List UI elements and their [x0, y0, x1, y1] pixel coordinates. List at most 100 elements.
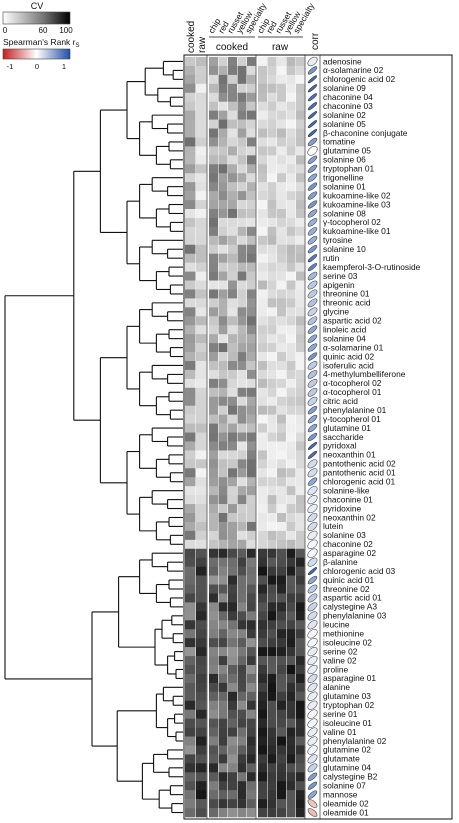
- heatmap-cell: [228, 191, 237, 201]
- heatmap-cell: [286, 709, 296, 719]
- heatmap-cell: [228, 432, 237, 442]
- heatmap-cell: [286, 57, 296, 67]
- heatmap-cell: [209, 629, 218, 639]
- heatmap-cell: [218, 155, 228, 165]
- heatmap-cell: [267, 539, 277, 550]
- heatmap-cell: [185, 235, 196, 246]
- heatmap-cell: [286, 441, 296, 451]
- heatmap-cell: [228, 235, 237, 246]
- heatmap-cell: [185, 387, 196, 398]
- heatmap-cell: [185, 673, 196, 684]
- heatmap-cell: [258, 316, 267, 326]
- heatmap-cell: [277, 495, 286, 505]
- heatmap-cell: [218, 262, 228, 272]
- heatmap-cell: [196, 137, 207, 147]
- heatmap-cell: [209, 602, 218, 612]
- heatmap-cell: [237, 316, 247, 326]
- heatmap-cell: [218, 325, 228, 335]
- heatmap-cell: [196, 74, 207, 85]
- heatmap-cell: [218, 736, 228, 746]
- heatmap-cell: [247, 781, 256, 791]
- corr-glyph: [307, 575, 318, 585]
- corr-glyph: [307, 280, 318, 290]
- heatmap-cell: [277, 799, 286, 809]
- heatmap-cell: [296, 369, 305, 380]
- heatmap-cell: [209, 101, 218, 111]
- heatmap-cell: [247, 262, 256, 272]
- heatmap-cell: [218, 477, 228, 487]
- heatmap-cell: [296, 101, 305, 111]
- heatmap-cell: [196, 387, 207, 398]
- heatmap-cell: [277, 334, 286, 344]
- heatmap-cell: [286, 271, 296, 281]
- heatmap-cell: [218, 378, 228, 389]
- heatmap-cell: [296, 682, 305, 693]
- heatmap-cell: [247, 665, 256, 675]
- row-label: phenylalanine 02: [323, 736, 387, 746]
- heatmap-cell: [209, 155, 218, 165]
- heatmap-cell: [258, 378, 267, 389]
- heatmap-cell: [185, 65, 196, 76]
- heatmap-cell: [237, 209, 247, 219]
- heatmap-cell: [185, 155, 196, 165]
- heatmap-cell: [286, 65, 296, 76]
- heatmap-cell: [267, 307, 277, 317]
- heatmap-cell: [209, 799, 218, 809]
- heatmap-cell: [237, 602, 247, 612]
- heatmap-cell: [267, 736, 277, 746]
- row-label: chlorogenic acid 01: [323, 477, 396, 487]
- heatmap-cell: [296, 182, 305, 192]
- heatmap-cell: [237, 235, 247, 246]
- heatmap-cell: [277, 137, 286, 147]
- heatmap-cell: [267, 396, 277, 406]
- heatmap-cell: [237, 200, 247, 210]
- heatmap-cell: [296, 486, 305, 496]
- heatmap-cell: [237, 718, 247, 728]
- heatmap-cell: [258, 790, 267, 800]
- heatmap-cell: [258, 200, 267, 210]
- corr-glyph: [307, 227, 318, 236]
- heatmap-cell: [258, 530, 267, 541]
- heatmap-cell: [247, 173, 256, 183]
- heatmap-cell: [296, 736, 305, 746]
- heatmap-cell: [296, 146, 305, 156]
- heatmap-cell: [258, 504, 267, 514]
- heatmap-cell: [277, 566, 286, 576]
- heatmap-cell: [237, 244, 247, 254]
- heatmap-cell: [296, 226, 305, 237]
- heatmap-cell: [228, 548, 237, 558]
- corr-glyph: [307, 93, 318, 102]
- heatmap-cell: [296, 584, 305, 594]
- heatmap-cell: [209, 173, 218, 183]
- heatmap-cells: [185, 57, 305, 818]
- heatmap-cell: [185, 521, 196, 532]
- heatmap-cell: [296, 557, 305, 567]
- heatmap-cell: [209, 414, 218, 424]
- heatmap-cell: [296, 593, 305, 603]
- heatmap-cell: [218, 682, 228, 693]
- corr-glyph: [307, 200, 318, 209]
- heatmap-cell: [277, 432, 286, 442]
- heatmap-cell: [267, 700, 277, 710]
- heatmap-cell: [196, 799, 207, 809]
- heatmap-cell: [277, 209, 286, 219]
- heatmap-cell: [258, 432, 267, 442]
- heatmap-cell: [247, 700, 256, 710]
- heatmap-cell: [228, 808, 237, 818]
- heatmap-cell: [247, 521, 256, 532]
- corr-glyph: [307, 521, 318, 531]
- heatmap-cell: [196, 110, 207, 120]
- heatmap-cell: [247, 790, 256, 800]
- heatmap-cell: [228, 718, 237, 728]
- heatmap-cell: [228, 799, 237, 809]
- col-header-overall-raw: raw: [197, 36, 208, 53]
- heatmap-cell: [258, 423, 267, 433]
- heatmap-cell: [196, 790, 207, 800]
- corr-glyph: [307, 468, 318, 478]
- row-label: γ-tocopherol 02: [323, 217, 381, 227]
- heatmap-cell: [277, 271, 286, 281]
- heatmap-cell: [218, 182, 228, 192]
- heatmap-cell: [286, 226, 296, 237]
- heatmap-cell: [196, 289, 207, 299]
- heatmap-cell: [218, 584, 228, 594]
